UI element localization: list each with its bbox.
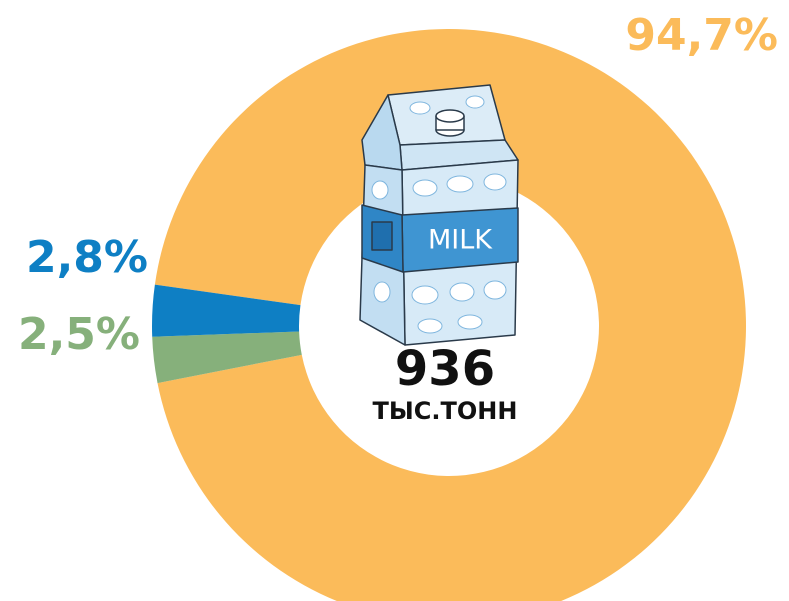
center-unit: ТЫС.ТОНН [373, 397, 518, 425]
donut-slice [152, 331, 302, 384]
value-label: 94,7% [625, 10, 778, 61]
value-labels: 94,7% 2,5% 2,8% [18, 10, 778, 360]
donut-slice [152, 284, 301, 337]
carton-label: MILK [428, 225, 493, 256]
milk-carton [359, 84, 519, 346]
center-value: 936 [395, 341, 495, 397]
value-label: 2,5% [18, 309, 140, 360]
donut [152, 29, 746, 601]
donut-slice [154, 29, 746, 601]
value-label: 2,8% [26, 232, 148, 283]
